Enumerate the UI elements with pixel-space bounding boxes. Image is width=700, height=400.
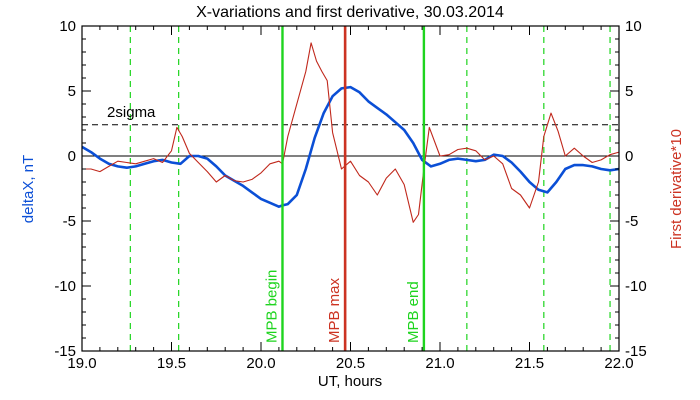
y-tick-label-right: 10 [625,18,642,35]
marker-label-1: MPB max [326,277,343,343]
y-tick-label-left: -10 [54,278,76,295]
sigma-label: 2sigma [107,104,156,121]
marker-label-2: MPB end [405,281,422,343]
x-tick-label: 19.0 [67,355,96,372]
x-tick-label: 22.0 [604,355,633,372]
right-axis-label: First derivative*10 [668,129,685,249]
x-tick-label: 20.0 [246,355,275,372]
x-tick-label: 21.0 [425,355,454,372]
series-line-derivative [82,42,620,223]
series-line-deltax [81,85,620,208]
marker-label-0: MPB begin [264,270,281,343]
left-axis-label: deltaX, nT [20,155,37,223]
y-tick-label-left: 10 [59,18,76,35]
y-tick-label-right: -15 [625,343,647,360]
chart-title: X-variations and first derivative, 30.03… [196,4,504,21]
y-tick-label-left: -5 [63,213,76,230]
x-tick-label: 19.5 [157,355,186,372]
y-tick-label-right: 5 [625,83,633,100]
x-tick-label: 21.5 [515,355,544,372]
y-tick-label-left: 5 [68,83,76,100]
y-tick-label-right: 0 [625,148,633,165]
y-tick-label-left: -15 [54,343,76,360]
y-tick-label-left: 0 [68,148,76,165]
plot-area: 2sigma MPB begin MPB max MPB end 19.0 19.5 20.… [54,18,646,372]
y-tick-label-right: -10 [625,278,647,295]
y-tick-label-right: -5 [625,213,638,230]
x-axis-label: UT, hours [318,373,382,390]
x-tick-label: 20.5 [336,355,365,372]
